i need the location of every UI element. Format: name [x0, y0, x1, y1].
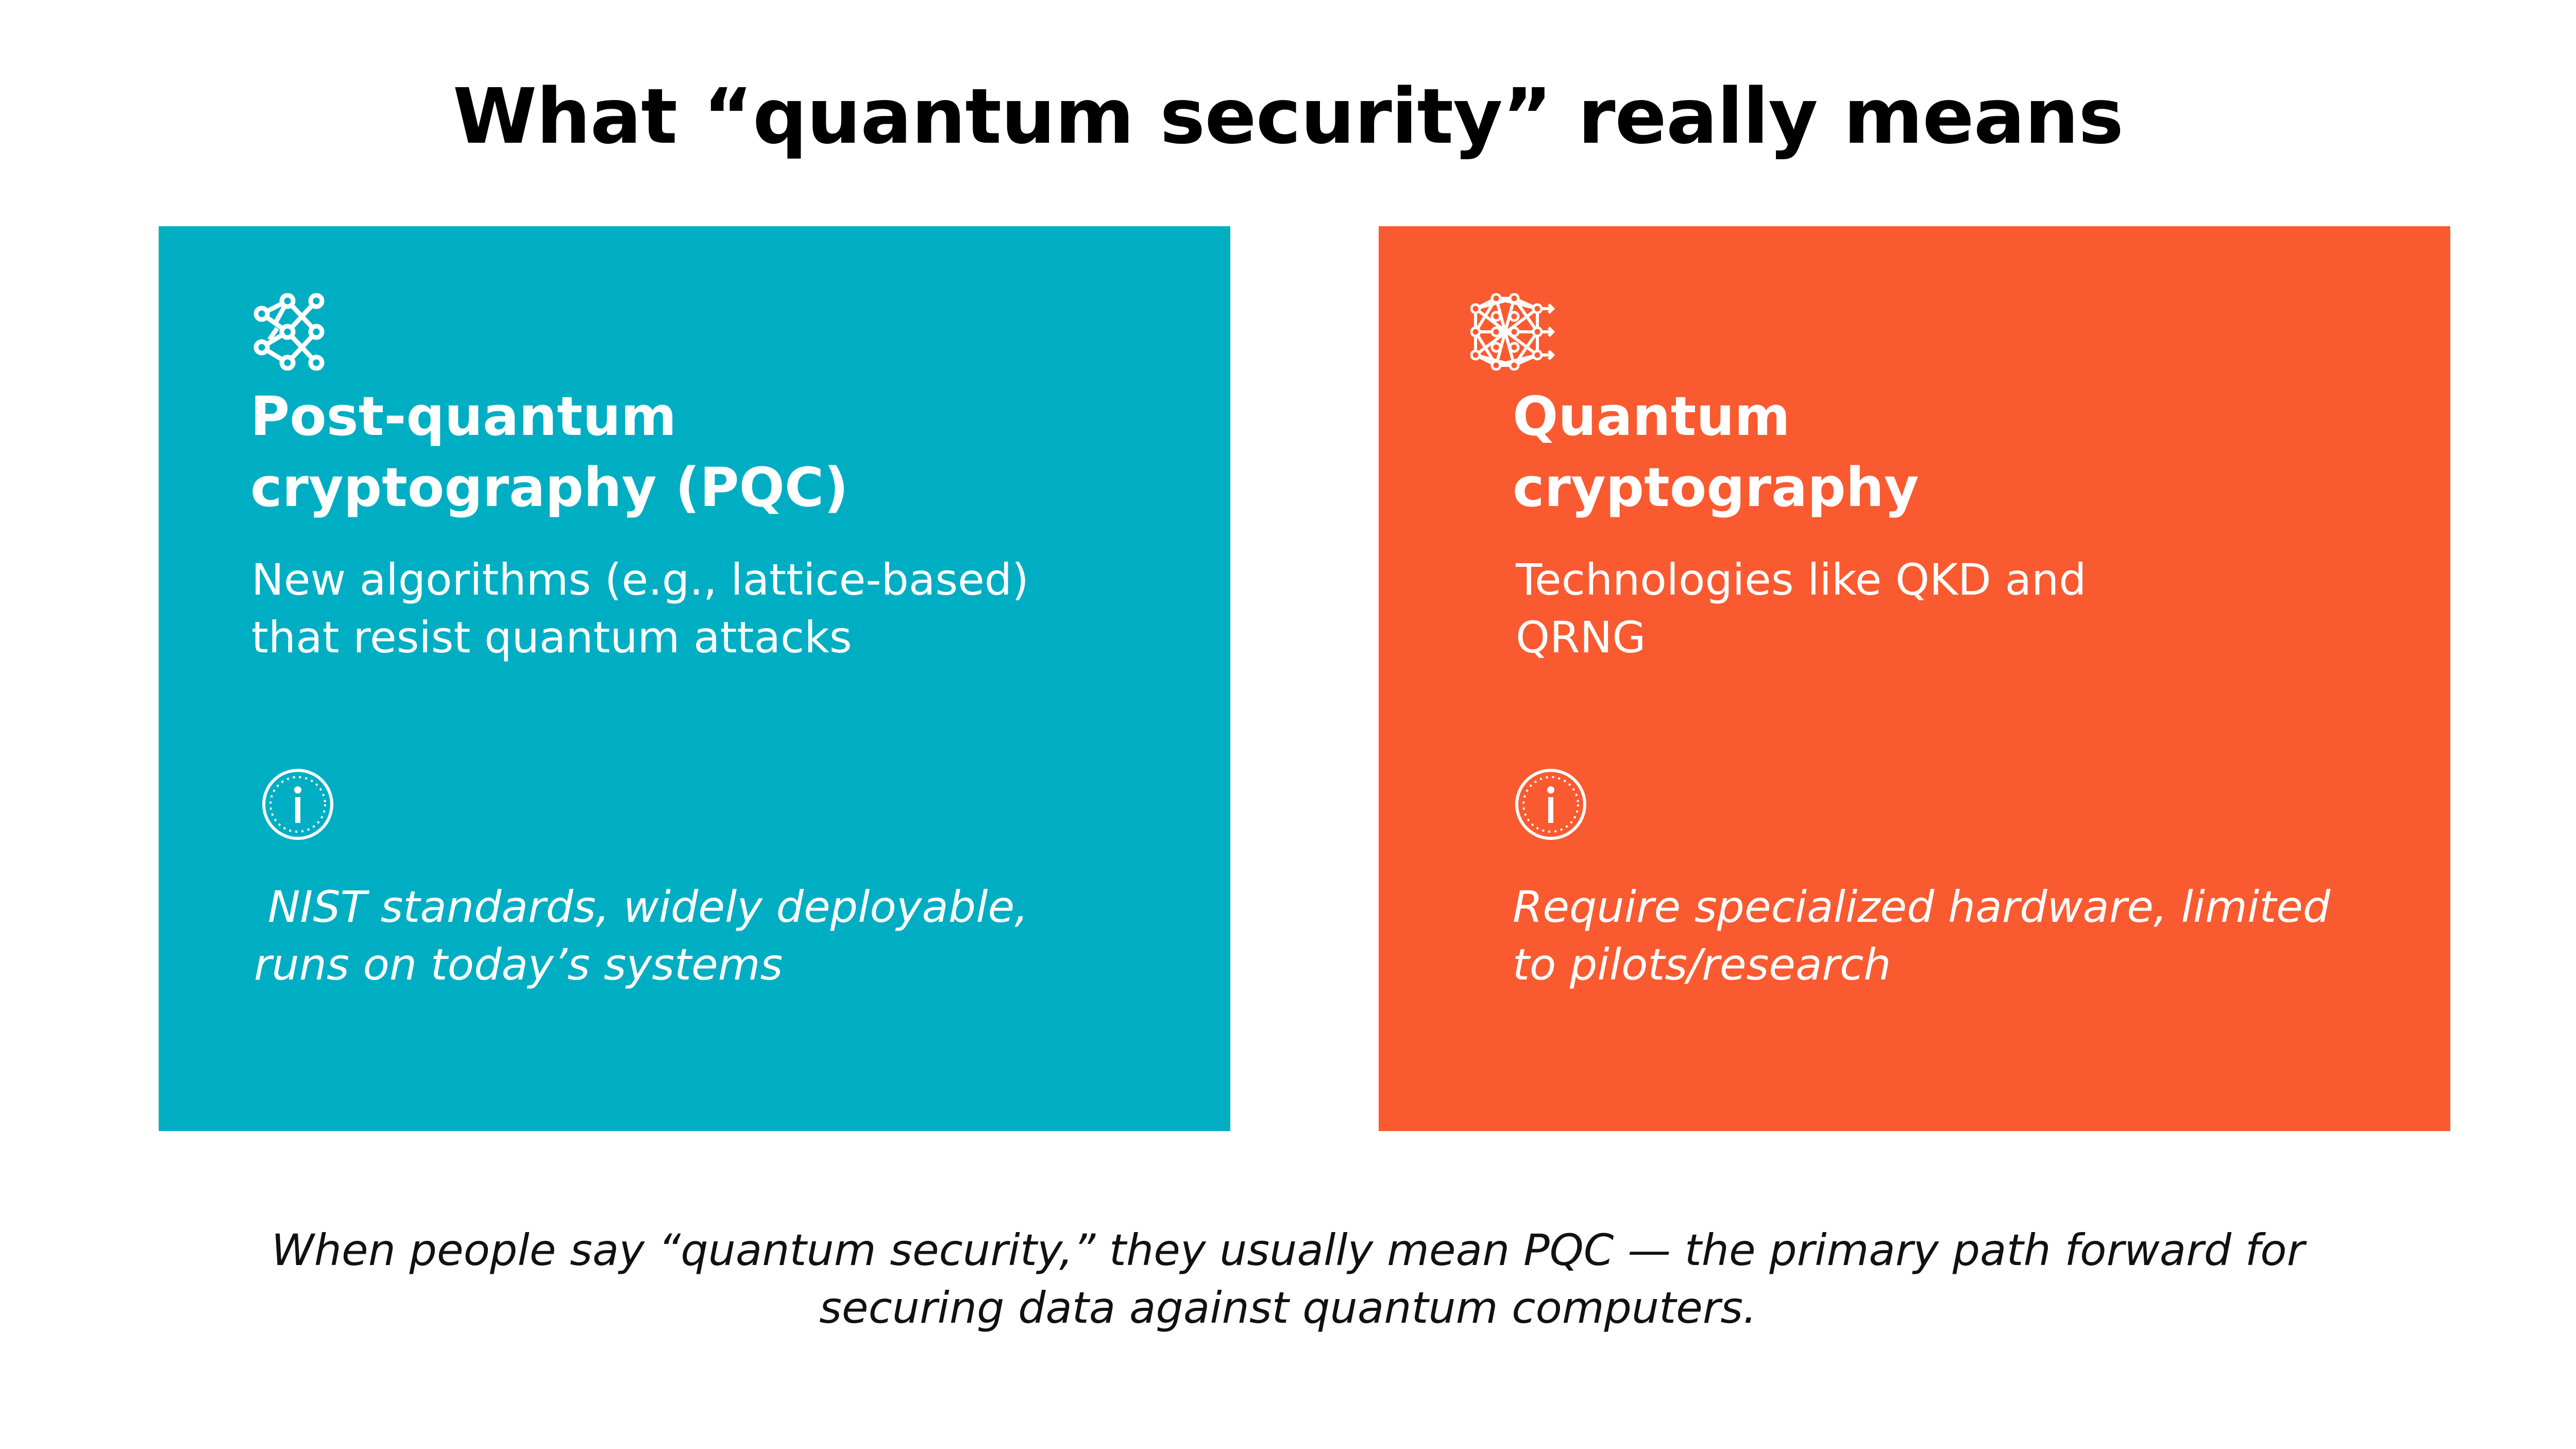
- info-icon: [262, 769, 333, 840]
- card-heading: Post-quantum cryptography (PQC): [250, 381, 1126, 523]
- note-line: Require specialized hardware, limited: [1513, 882, 2331, 932]
- note-line: runs on today’s systems: [254, 939, 783, 990]
- info-icon: [1515, 769, 1586, 840]
- footer-caption: When people say “quantum security,” they…: [258, 1221, 2318, 1337]
- card-heading: Quantum cryptography: [1513, 381, 2388, 523]
- card-note: Require specialized hardware, limited to …: [1513, 878, 2466, 993]
- note-line: NIST standards, widely deployable,: [254, 882, 1028, 932]
- heading-line: Quantum: [1513, 385, 1790, 448]
- footer-line: When people say “quantum security,” they…: [271, 1225, 2305, 1275]
- heading-line: cryptography: [1513, 456, 1919, 519]
- heading-line: Post-quantum: [250, 385, 677, 448]
- card-description: New algorithms (e.g., lattice-based) tha…: [251, 551, 1179, 666]
- pqc-card: Post-quantum cryptography (PQC) New algo…: [159, 226, 1230, 1131]
- card-description: Technologies like QKD and QRNG: [1516, 551, 2443, 666]
- note-line: to pilots/research: [1513, 939, 1891, 990]
- quantum-cryptography-card: Quantum cryptography Technologies like Q…: [1379, 226, 2450, 1131]
- description-line: that resist quantum attacks: [251, 612, 852, 663]
- description-line: QRNG: [1516, 612, 1646, 663]
- description-line: Technologies like QKD and: [1516, 554, 2087, 605]
- page-title: What “quantum security” really means: [452, 72, 2124, 161]
- card-note: NIST standards, widely deployable, runs o…: [254, 878, 1207, 993]
- description-line: New algorithms (e.g., lattice-based): [251, 554, 1029, 605]
- neural-mesh-icon: [1470, 293, 1555, 370]
- footer-line: securing data against quantum computers.: [819, 1283, 1757, 1333]
- network-nodes-icon: [253, 293, 325, 370]
- heading-line: cryptography (PQC): [250, 456, 849, 519]
